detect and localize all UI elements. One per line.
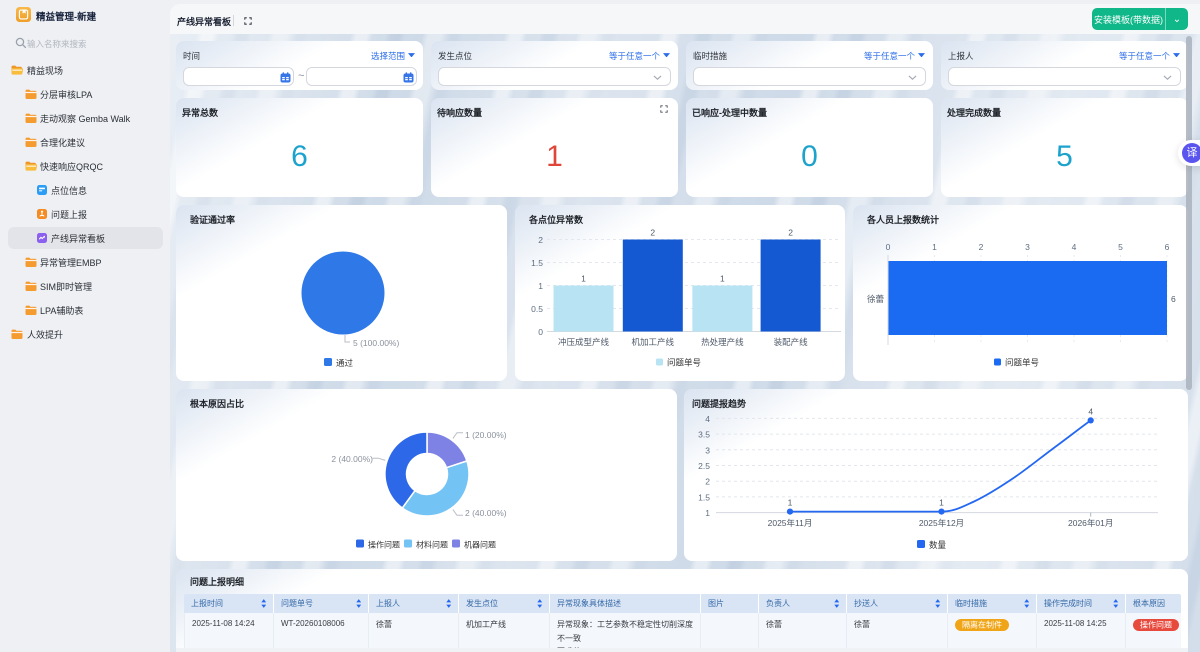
svg-text:2025年11月: 2025年11月 (768, 518, 813, 528)
svg-text:2 (40.00%): 2 (40.00%) (465, 508, 507, 518)
svg-text:0: 0 (886, 242, 891, 252)
svg-text:问题单号: 问题单号 (1005, 358, 1039, 368)
svg-text:3.5: 3.5 (698, 430, 710, 440)
svg-text:冲压成型产线: 冲压成型产线 (558, 337, 610, 347)
svg-text:2: 2 (979, 242, 984, 252)
svg-text:0: 0 (538, 327, 543, 337)
svg-text:1: 1 (581, 274, 586, 284)
svg-text:4: 4 (705, 414, 710, 424)
svg-text:装配产线: 装配产线 (774, 337, 809, 347)
svg-text:4: 4 (1072, 242, 1077, 252)
svg-text:通过: 通过 (336, 358, 354, 368)
svg-text:1: 1 (932, 242, 937, 252)
svg-text:1 (20.00%): 1 (20.00%) (465, 430, 507, 440)
svg-text:1: 1 (705, 508, 710, 518)
svg-text:2.5: 2.5 (698, 461, 710, 471)
svg-text:2: 2 (788, 228, 793, 238)
svg-text:5: 5 (1118, 242, 1123, 252)
svg-text:2: 2 (705, 477, 710, 487)
svg-text:2025年12月: 2025年12月 (919, 518, 964, 528)
svg-text:1: 1 (720, 274, 725, 284)
svg-text:数量: 数量 (929, 540, 947, 550)
svg-text:操作问题: 操作问题 (368, 540, 400, 550)
svg-text:2: 2 (650, 228, 655, 238)
svg-text:热处理产线: 热处理产线 (701, 337, 744, 347)
svg-text:6: 6 (1171, 294, 1176, 304)
svg-text:2: 2 (538, 235, 543, 245)
svg-text:3: 3 (1025, 242, 1030, 252)
svg-text:3: 3 (705, 445, 710, 455)
svg-text:问题单号: 问题单号 (667, 358, 701, 368)
svg-text:材料问题: 材料问题 (416, 540, 448, 550)
svg-text:5 (100.00%): 5 (100.00%) (353, 338, 399, 348)
svg-text:0.5: 0.5 (531, 304, 543, 314)
svg-text:1: 1 (788, 498, 793, 508)
svg-text:1: 1 (538, 281, 543, 291)
svg-text:6: 6 (1165, 242, 1170, 252)
svg-text:2 (40.00%): 2 (40.00%) (331, 454, 373, 464)
svg-text:4: 4 (1088, 406, 1093, 416)
svg-text:机器问题: 机器问题 (464, 540, 496, 550)
svg-text:2026年01月: 2026年01月 (1068, 518, 1113, 528)
svg-text:1.5: 1.5 (531, 258, 543, 268)
svg-text:徐蕾: 徐蕾 (867, 294, 884, 304)
svg-text:机加工产线: 机加工产线 (632, 337, 675, 347)
svg-text:1.5: 1.5 (698, 492, 710, 502)
svg-text:1: 1 (939, 498, 944, 508)
